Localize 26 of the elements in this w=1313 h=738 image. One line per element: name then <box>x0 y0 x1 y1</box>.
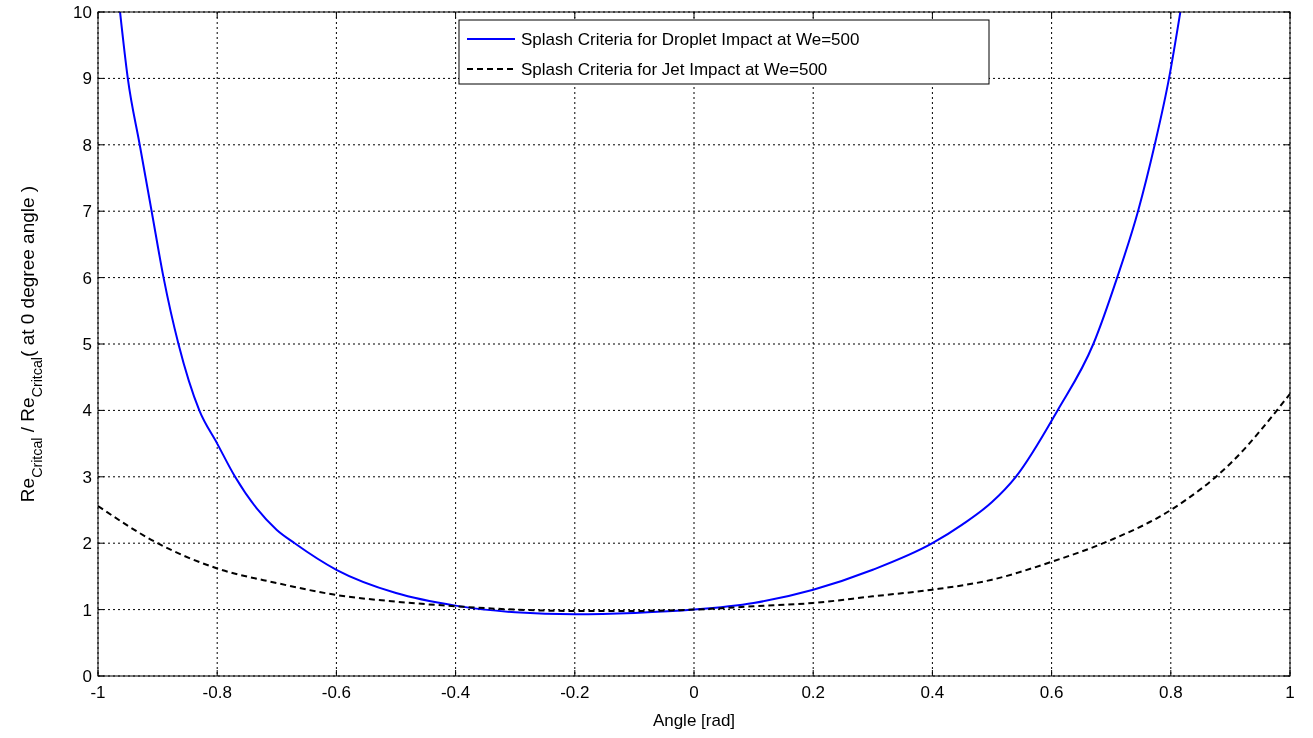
y-tick-label: 2 <box>82 534 92 554</box>
x-tick-label: -0.4 <box>440 683 471 702</box>
y-tick-label: 8 <box>82 135 92 155</box>
x-tick-label: 0.6 <box>1039 683 1064 702</box>
y-tick-label: 10 <box>73 3 92 22</box>
x-tick-label: 0.4 <box>920 683 945 702</box>
y-tick-label: 1 <box>82 600 92 620</box>
line-series <box>119 12 1182 616</box>
x-tick-label: 0 <box>689 683 699 702</box>
x-tick-label: -0.8 <box>202 683 232 702</box>
x-tick-label: 1 <box>1285 683 1295 702</box>
y-tick-label: 4 <box>82 401 92 421</box>
x-tick-label: -0.6 <box>321 683 352 702</box>
y-tick-label: 6 <box>82 268 92 288</box>
legend-label: Splash Criteria for Jet Impact at We=500 <box>521 60 828 79</box>
x-tick-label: -0.2 <box>560 683 590 702</box>
x-tick-label: 0.8 <box>1158 683 1183 702</box>
y-tick-label: 7 <box>82 202 92 222</box>
legend-label: Splash Criteria for Droplet Impact at We=500 <box>521 30 860 49</box>
x-tick-label: 0.2 <box>801 683 826 702</box>
y-tick-label: 3 <box>82 467 92 487</box>
x-axis-title: Angle [rad] <box>652 711 736 730</box>
y-tick-label: 5 <box>82 335 92 354</box>
y-tick-label: 9 <box>82 69 92 89</box>
y-tick-label: 0 <box>82 667 92 686</box>
x-tick-label: -1 <box>90 683 106 702</box>
